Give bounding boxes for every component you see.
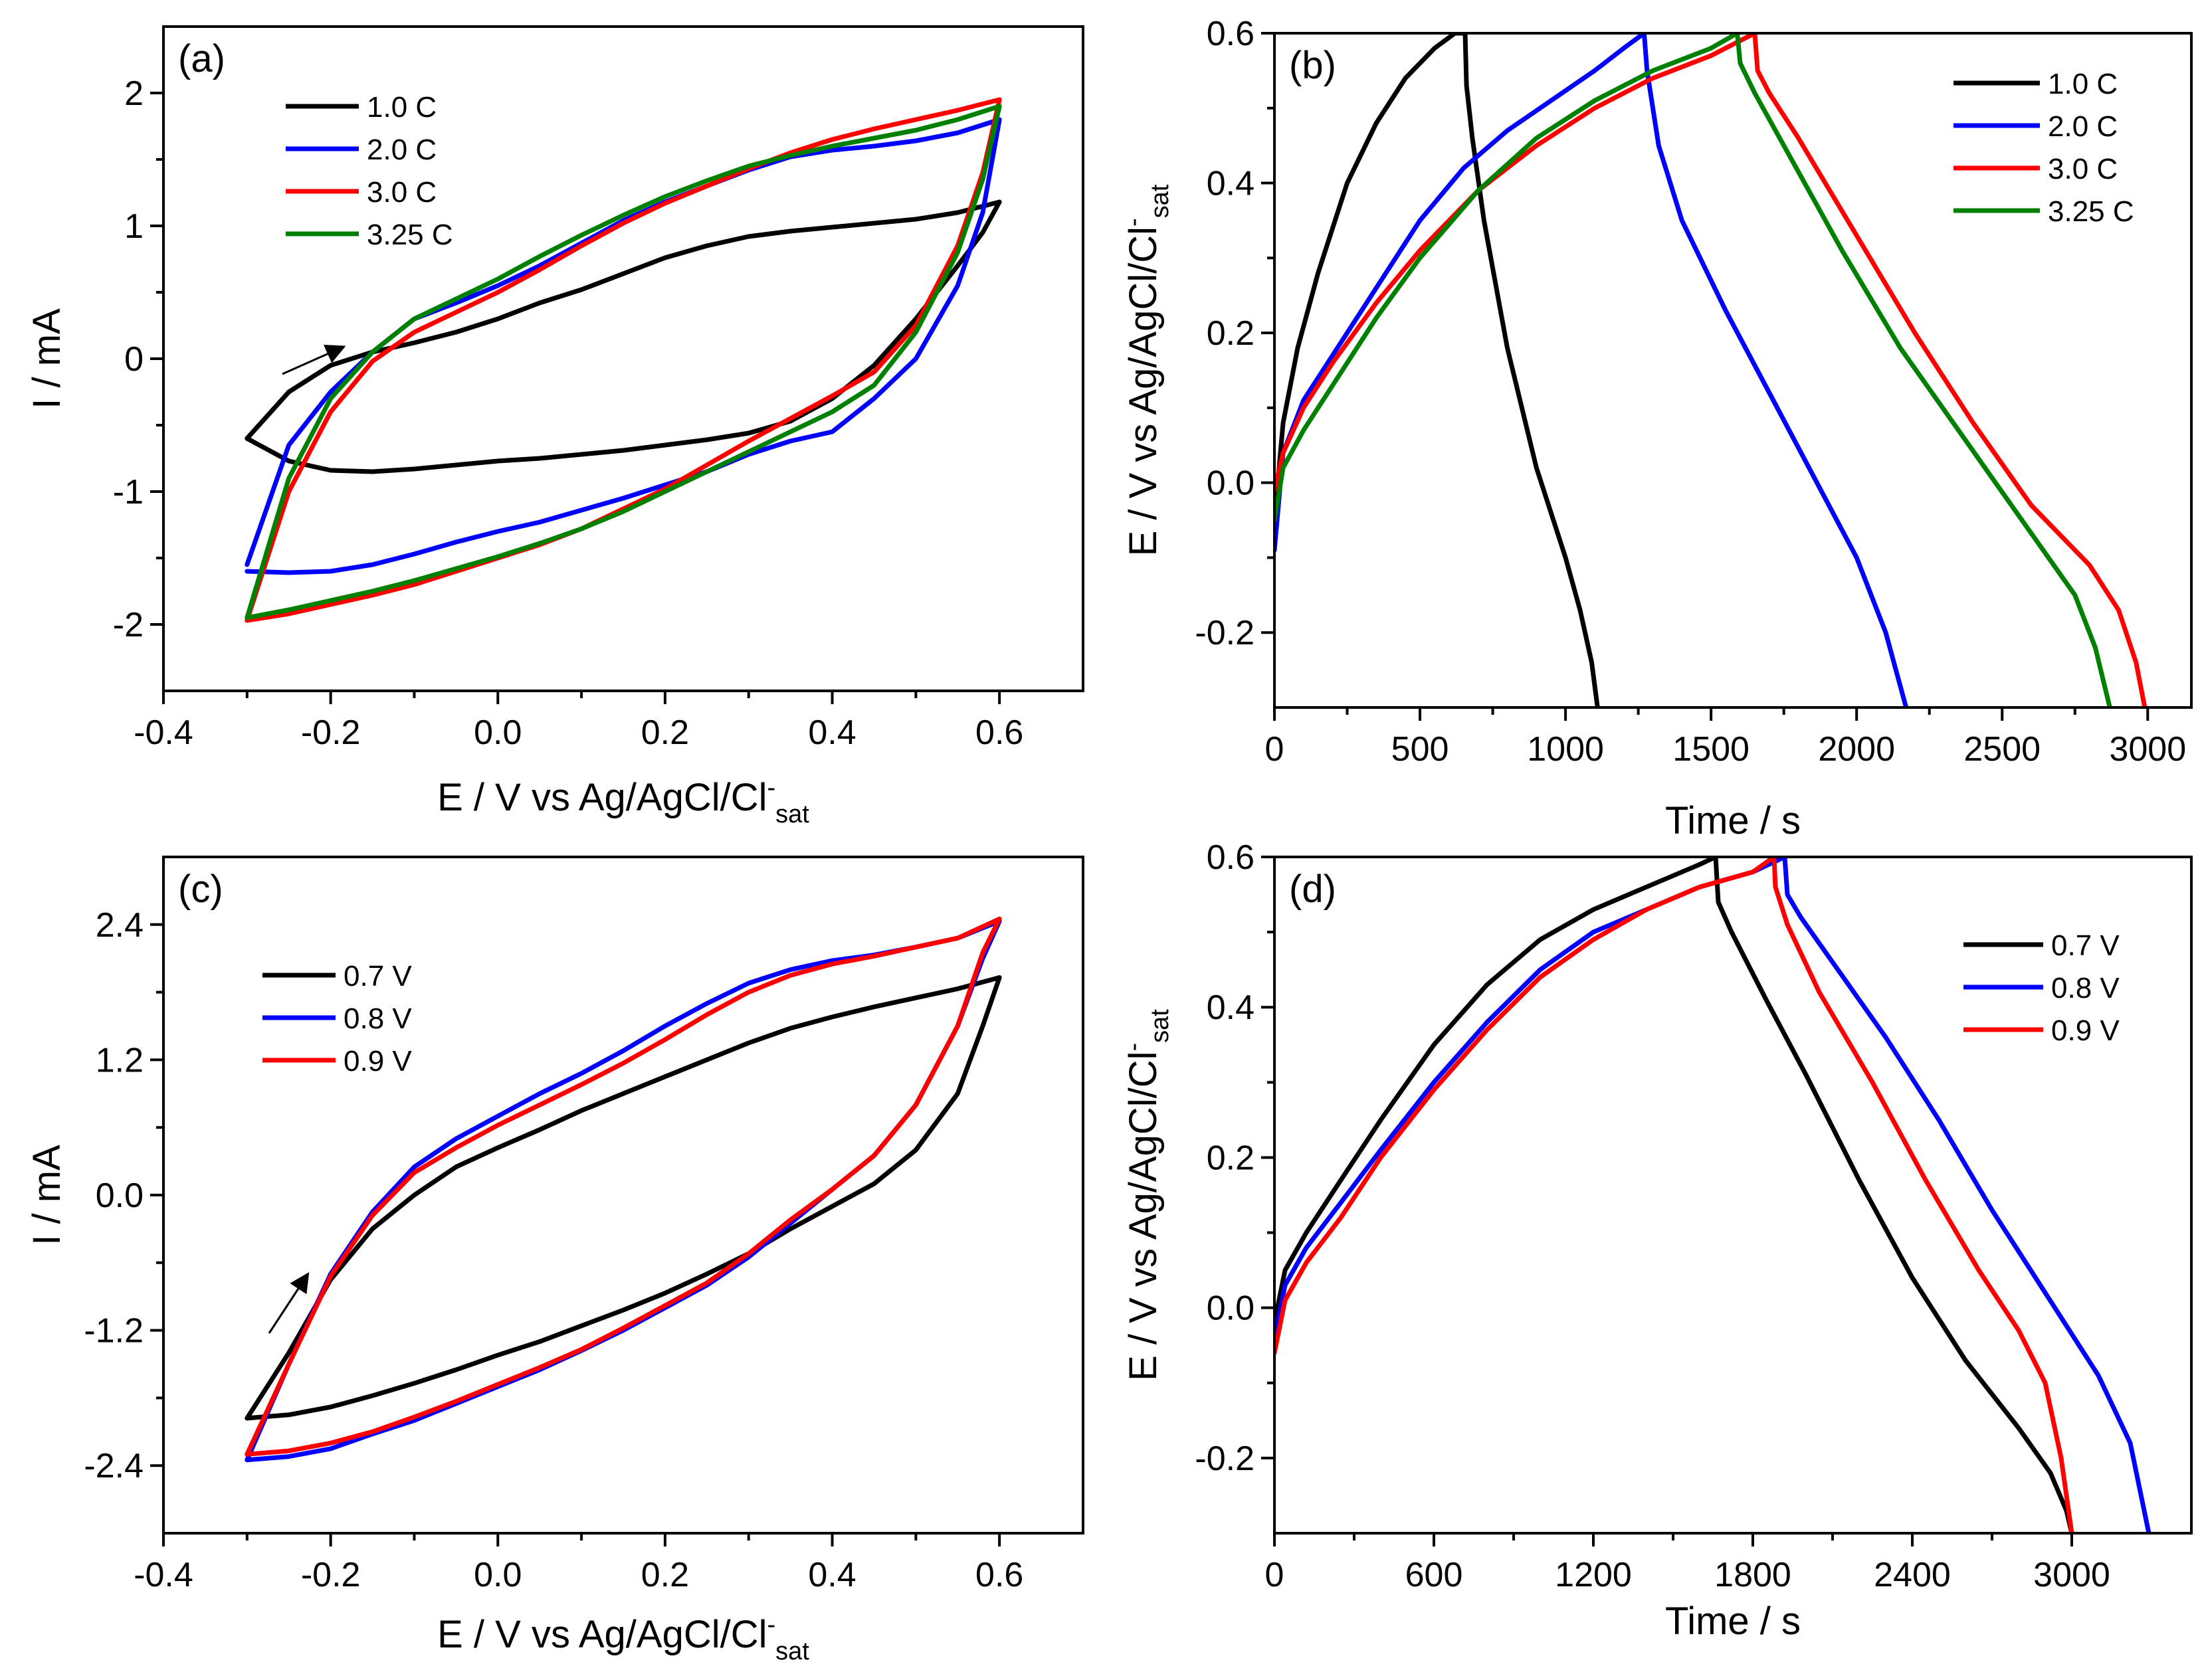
y-tick-label: -1.2 <box>84 1312 144 1351</box>
y-tick-label: -0.2 <box>1195 1440 1254 1478</box>
y-axis-label: I / mA <box>25 308 68 409</box>
x-tick-label: 1000 <box>1527 730 1604 769</box>
x-tick-label: 0.6 <box>975 1556 1023 1594</box>
legend-label: 3.25 C <box>367 219 453 251</box>
x-axis-label: Time / s <box>1665 1600 1801 1643</box>
y-tick-label: 0.0 <box>96 1176 144 1215</box>
plot-frame <box>162 856 1084 1535</box>
series-line-1 <box>245 199 1002 474</box>
panel-label: (d) <box>1289 868 1336 911</box>
y-tick-label: -1 <box>113 473 144 512</box>
y-tick-label: -0.2 <box>1195 614 1254 652</box>
x-tick-label: -0.2 <box>301 1556 361 1594</box>
y-axis-label: E / V vs Ag/AgCl/Cl-sat <box>1120 1009 1174 1381</box>
panel-b: 0 500 1000 1500 2000 2500 3000 -0.2 0.0 0.2 0.4 0.6… <box>1120 15 2193 842</box>
x-tick-label: 2400 <box>1874 1556 1951 1594</box>
x-tick-label: 600 <box>1405 1556 1463 1594</box>
y-tick-label: 2.4 <box>96 906 144 945</box>
scan-direction-arrow-c <box>268 1271 310 1334</box>
x-tick-label: 0.2 <box>641 713 689 752</box>
series-line-1 <box>245 975 1002 1421</box>
legend-label: 1.0 C <box>2048 68 2118 100</box>
series-line-2 <box>245 117 1002 575</box>
series-line-4 <box>245 104 1002 620</box>
scan-direction-arrow-a <box>282 345 346 375</box>
plot-frame <box>1273 856 2193 1535</box>
x-tick-label: 3000 <box>2033 1556 2110 1594</box>
series-group <box>245 916 1002 1463</box>
y-tick-label: 0.6 <box>1207 15 1254 53</box>
legend-label: 2.0 C <box>367 134 437 166</box>
legend-label: 0.8 V <box>2051 972 2120 1004</box>
y-tick-label: 1 <box>124 207 144 246</box>
x-tick-label: 3000 <box>2109 730 2186 769</box>
y-tick-label: 0 <box>124 340 144 379</box>
x-tick-label: 0 <box>1265 730 1284 769</box>
y-tick-label: 2 <box>124 74 144 113</box>
x-tick-label: 1500 <box>1672 730 1750 769</box>
y-tick-label: -2.4 <box>84 1447 144 1485</box>
y-tick-label: 0.4 <box>1207 165 1254 203</box>
legend-label: 0.8 V <box>344 1002 412 1035</box>
x-tick-label: 500 <box>1391 730 1449 769</box>
series-line-3 <box>245 916 1002 1457</box>
x-tick-label: 0 <box>1265 1556 1284 1594</box>
series-line-2 <box>1274 857 2152 1533</box>
legend-label: 0.9 V <box>344 1045 412 1077</box>
series-group <box>245 97 1002 623</box>
y-axis-label: I / mA <box>25 1145 68 1246</box>
x-tick-label: -0.4 <box>134 713 193 752</box>
legend-label: 3.0 C <box>367 176 437 209</box>
legend-label: 0.7 V <box>344 960 412 992</box>
series-group <box>1274 33 2148 707</box>
series-line-4 <box>1274 33 2112 707</box>
x-tick-label: -0.2 <box>301 713 361 752</box>
legend-label: 0.9 V <box>2051 1014 2120 1047</box>
y-axis-label: E / V vs Ag/AgCl/Cl-sat <box>1120 184 1174 556</box>
y-tick-label: -2 <box>113 606 144 644</box>
series-line-1 <box>1274 33 1600 707</box>
series-group <box>1274 857 2152 1533</box>
x-tick-label: 0.4 <box>808 1556 856 1594</box>
y-tick-label: 1.2 <box>96 1041 144 1079</box>
x-tick-label: 0.0 <box>474 1556 522 1594</box>
x-tick-label: 2500 <box>1963 730 2041 769</box>
x-tick-label: 0.2 <box>641 1556 689 1594</box>
panel-label: (a) <box>178 37 225 80</box>
plot-frame <box>1273 32 2193 709</box>
legend-label: 3.25 C <box>2048 195 2134 228</box>
legend-label: 0.7 V <box>2051 929 2120 962</box>
panel-c: -0.4 -0.2 0.0 0.2 0.4 0.6 -2.4 -1.2 0.0 1.2 2.4 E /… <box>25 856 1084 1665</box>
y-tick-label: 0.2 <box>1207 314 1254 353</box>
x-tick-label: -0.4 <box>134 1556 193 1594</box>
series-line-3 <box>1274 857 2074 1533</box>
x-axis-label: Time / s <box>1665 799 1801 842</box>
y-tick-label: 0.0 <box>1207 1289 1254 1328</box>
legend-label: 3.0 C <box>2048 153 2118 185</box>
series-line-3 <box>1274 33 2148 707</box>
x-tick-label: 1200 <box>1555 1556 1632 1594</box>
x-tick-label: 2000 <box>1818 730 1895 769</box>
legend-label: 2.0 C <box>2048 110 2118 143</box>
series-line-2 <box>1274 33 1909 707</box>
x-tick-label: 1800 <box>1714 1556 1791 1594</box>
x-tick-label: 0.0 <box>474 713 522 752</box>
y-tick-label: 0.6 <box>1207 838 1254 877</box>
series-line-1 <box>1274 857 2074 1533</box>
y-tick-label: 0.0 <box>1207 464 1254 503</box>
plot-frame <box>162 25 1084 692</box>
panel-a: -0.4 -0.2 0.0 0.2 0.4 0.6 -2 -1 0 1 2 E / V vs Ag/A… <box>25 25 1084 828</box>
series-line-3 <box>245 97 1002 623</box>
panel-label: (c) <box>178 868 223 911</box>
panel-d: 0 600 1200 1800 2400 3000 -0.2 0.0 0.2 0.4 0.6 Time… <box>1120 838 2193 1643</box>
x-axis-label: E / V vs Ag/AgCl/Cl-sat <box>437 774 809 828</box>
y-tick-label: 0.2 <box>1207 1139 1254 1177</box>
x-axis-label: E / V vs Ag/AgCl/Cl-sat <box>437 1611 809 1665</box>
x-tick-label: 0.4 <box>808 713 856 752</box>
panel-label: (b) <box>1289 44 1336 87</box>
y-tick-label: 0.4 <box>1207 988 1254 1027</box>
legend-label: 1.0 C <box>367 91 437 124</box>
x-tick-label: 0.6 <box>975 713 1023 752</box>
